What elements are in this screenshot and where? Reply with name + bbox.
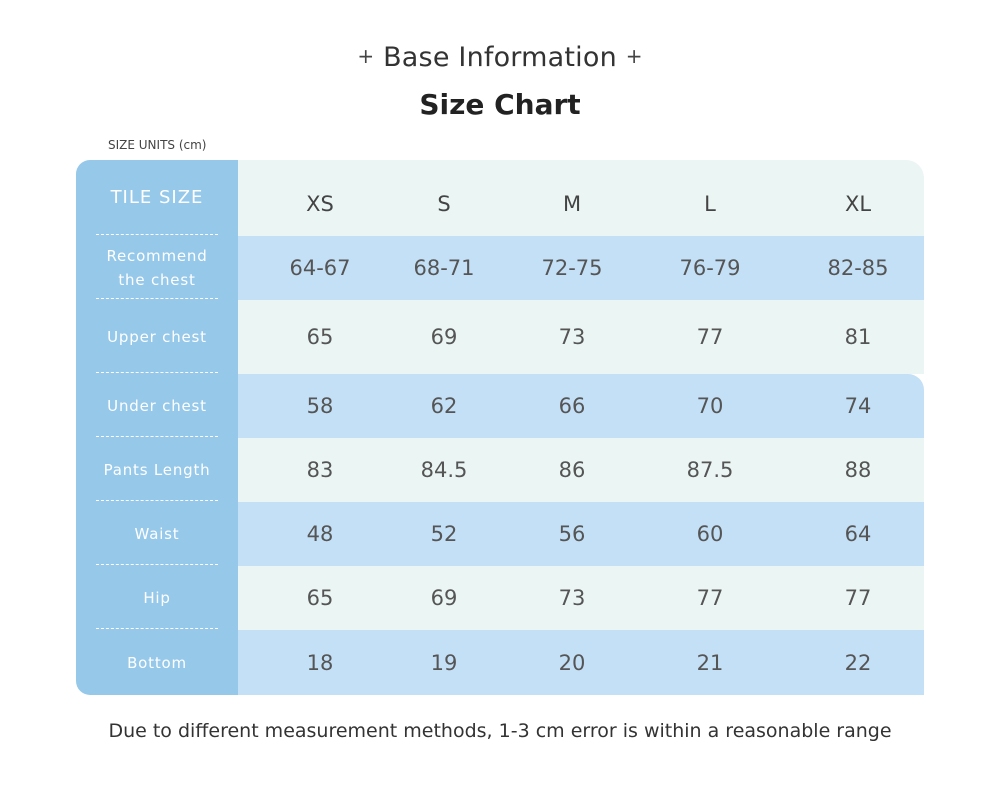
row-label: Upper chest (107, 328, 207, 346)
base-information-text: Base Information (383, 42, 617, 73)
table-cell: 56 (558, 522, 586, 546)
table-row (238, 236, 924, 300)
table-cell: 73 (558, 586, 586, 610)
table-cell: 77 (696, 586, 724, 610)
table-cell: 58 (306, 394, 334, 418)
row-divider (96, 564, 218, 565)
size-header-row (238, 160, 924, 236)
table-cell: 69 (430, 325, 458, 349)
row-label-sidebar (76, 160, 238, 695)
table-cell: 65 (306, 325, 334, 349)
table-cell: 22 (844, 650, 872, 675)
table-cell: 81 (844, 325, 872, 349)
row-label: Waist (134, 525, 180, 543)
table-cell: 88 (844, 458, 872, 482)
table-cell: 83 (306, 458, 334, 482)
row-label: Under chest (107, 397, 207, 415)
row-divider (96, 628, 218, 629)
table-cell: 52 (430, 522, 458, 546)
table-row (238, 374, 924, 438)
table-cell: 70 (696, 394, 724, 418)
footnote: Due to different measurement methods, 1-… (108, 720, 892, 742)
table-cell: 86 (558, 458, 586, 482)
table-cell: 66 (558, 394, 586, 418)
size-header-s: S (437, 192, 451, 216)
row-divider (96, 298, 218, 299)
table-cell: 77 (844, 586, 872, 610)
table-cell: 60 (696, 522, 724, 546)
table-cell: 69 (430, 586, 458, 610)
table-cell: 77 (696, 325, 724, 349)
table-cell: 21 (696, 650, 724, 675)
row-divider (96, 436, 218, 437)
table-cell: 64-67 (289, 256, 351, 280)
table-row (238, 566, 924, 630)
page-title: Size Chart (419, 88, 581, 121)
table-cell: 82-85 (827, 256, 889, 280)
size-units-label: SIZE UNITS (cm) (108, 138, 207, 152)
table-cell: 48 (306, 522, 334, 546)
table-row (238, 300, 924, 374)
size-header-xl: XL (844, 192, 872, 216)
base-information-heading: + Base Information + (0, 42, 1000, 73)
table-row (238, 502, 924, 566)
table-cell: 74 (844, 394, 872, 418)
row-label: Pants Length (103, 461, 211, 479)
plus-decoration-left: + (357, 44, 375, 68)
table-cell: 62 (430, 394, 458, 418)
table-cell: 18 (306, 650, 334, 675)
table-cell: 68-71 (413, 256, 475, 280)
table-row (238, 438, 924, 502)
table-cell: 72-75 (541, 256, 603, 280)
table-cell: 65 (306, 586, 334, 610)
table-cell: 87.5 (686, 458, 734, 482)
corner-label: TILE SIZE (110, 187, 204, 208)
table-row (238, 630, 924, 695)
table-cell: 73 (558, 325, 586, 349)
row-divider (96, 500, 218, 501)
size-chart-table: TILE SIZE XS S M L XL Recommend the chest 64-6… (76, 160, 924, 695)
table-cell: 19 (430, 650, 458, 675)
size-header-l: L (704, 192, 716, 216)
row-divider (96, 234, 218, 235)
row-divider (96, 372, 218, 373)
table-cell: 64 (844, 522, 872, 546)
table-cell: 20 (558, 650, 586, 675)
size-header-xs: XS (306, 192, 334, 216)
row-label: Hip (143, 589, 171, 607)
table-cell: 84.5 (420, 458, 468, 482)
row-label: Recommend the chest (106, 247, 208, 289)
table-cell: 76-79 (679, 256, 741, 280)
row-label: Bottom (127, 653, 187, 672)
size-header-m: M (562, 192, 582, 216)
plus-decoration-right: + (625, 44, 643, 68)
